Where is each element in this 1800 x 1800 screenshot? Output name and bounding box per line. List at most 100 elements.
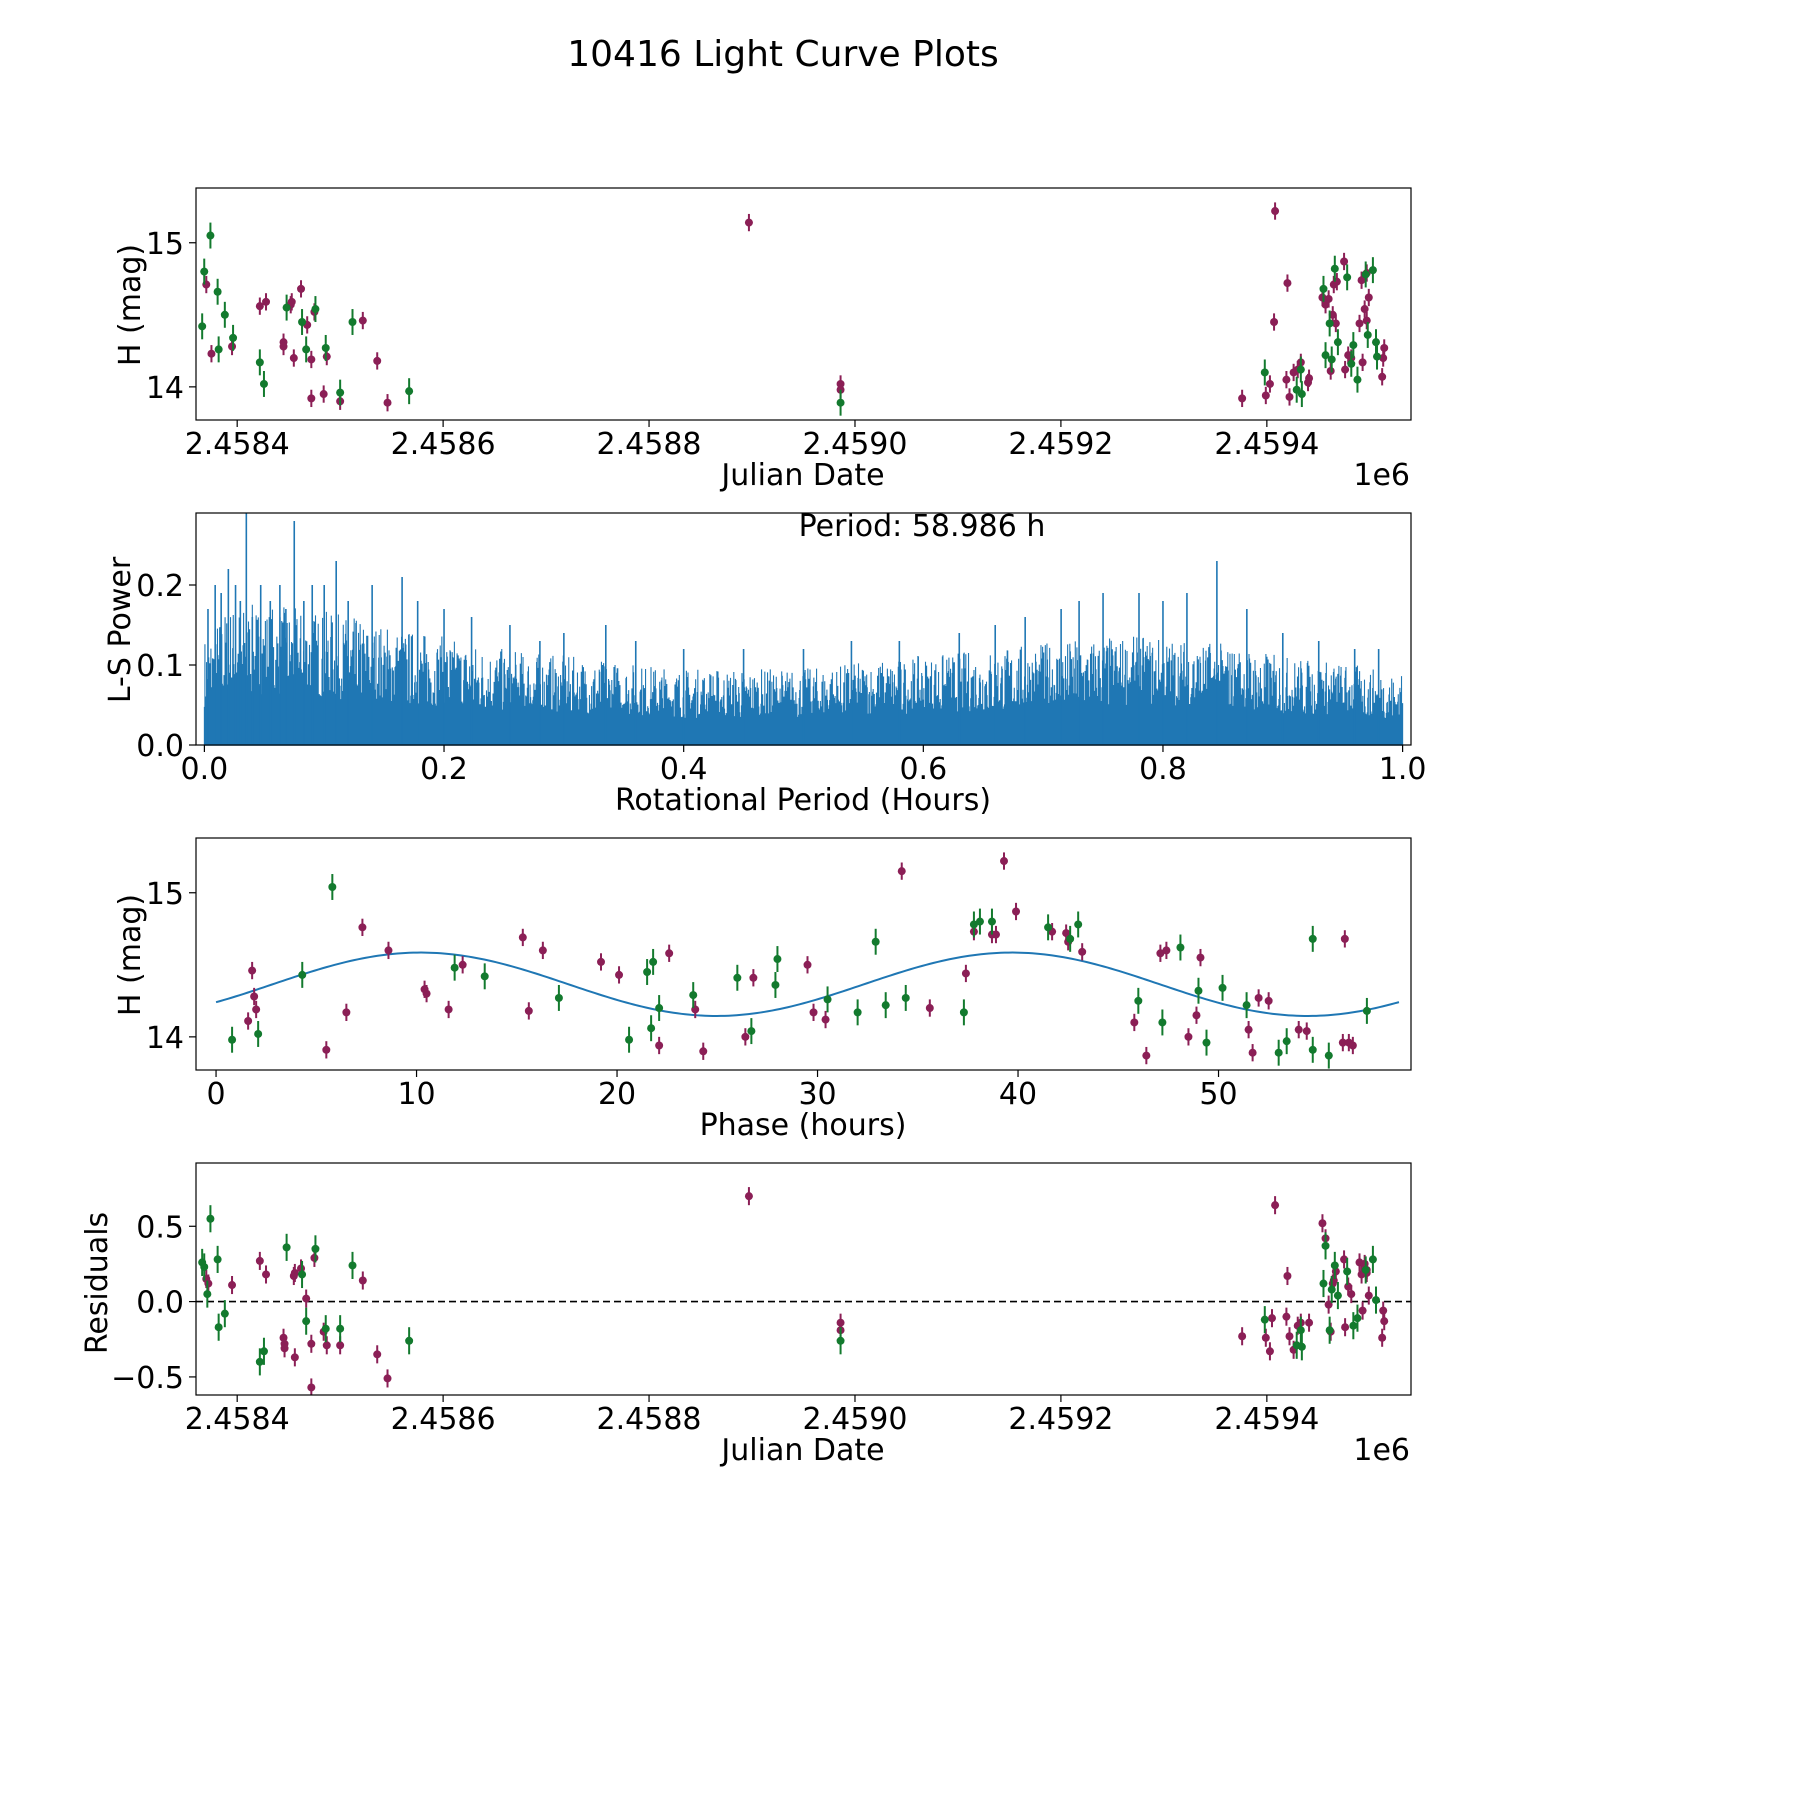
phased-point-green — [480, 972, 489, 981]
lightcurve-point-green — [348, 318, 357, 327]
lightcurve-point-magenta — [1340, 257, 1349, 266]
lightcurve-point-magenta — [279, 342, 288, 351]
phased-xlabel: Phase (hours) — [700, 1108, 907, 1143]
phased-point-magenta — [248, 966, 257, 975]
lightcurve-point-green — [405, 387, 414, 396]
phased-point-magenta — [821, 1015, 830, 1024]
phased-xtick-label: 20 — [598, 1077, 636, 1112]
lightcurve-point-green — [1373, 352, 1382, 361]
lightcurve-point-magenta — [1283, 279, 1292, 288]
phased-point-magenta — [250, 992, 259, 1001]
periodogram-xtick-label: 1.0 — [1379, 752, 1427, 787]
residuals-point-green — [1325, 1326, 1334, 1335]
phased-point-green — [1218, 983, 1227, 992]
lightcurve-point-green — [282, 303, 291, 312]
phased-xtick-label: 10 — [397, 1077, 435, 1112]
phased-point-magenta — [1012, 907, 1021, 916]
residuals-plot-area: 2.4584 2.4586 2.4588 2.4590 2.4592 2.4594 −0.5… — [111, 1162, 1412, 1437]
phased-fit-curve — [215, 951, 1400, 1017]
residuals-point-green — [1296, 1326, 1305, 1335]
residuals-point-green — [1260, 1315, 1269, 1324]
residuals-point-green — [1319, 1279, 1328, 1288]
residuals-point-magenta — [1380, 1317, 1389, 1326]
phased-point-magenta — [252, 1005, 261, 1014]
residuals-point-green — [255, 1357, 264, 1366]
lightcurve-point-magenta — [289, 354, 298, 363]
residuals-point-green — [1327, 1285, 1336, 1294]
phased-point-green — [823, 995, 832, 1004]
residuals-point-magenta — [1379, 1306, 1388, 1315]
phased-point-green — [1194, 986, 1203, 995]
residuals-xlabel: Julian Date — [719, 1433, 884, 1468]
lightcurve-point-magenta — [287, 297, 296, 306]
residuals-xtick-label: 2.4588 — [597, 1402, 702, 1437]
lightcurve-point-green — [259, 379, 268, 388]
periodogram-xtick-label: 0.8 — [1139, 752, 1187, 787]
phased-frame — [195, 837, 1412, 1071]
lightcurve-point-magenta — [262, 297, 271, 306]
phased-point-green — [1362, 1006, 1371, 1015]
phased-point-magenta — [1192, 1011, 1201, 1020]
lightcurve-ylabel: H (mag) — [113, 244, 148, 366]
phased-point-magenta — [699, 1047, 708, 1056]
phased-point-magenta — [384, 946, 393, 955]
phased-point-magenta — [1078, 947, 1087, 956]
residuals-point-magenta — [1324, 1300, 1333, 1309]
lightcurve-points — [198, 202, 1389, 416]
lightcurve-point-magenta — [1305, 374, 1314, 383]
phased-point-magenta — [991, 930, 1000, 939]
lightcurve-point-green — [1327, 355, 1336, 364]
lightcurve-point-magenta — [1358, 358, 1367, 367]
phased-point-magenta — [244, 1017, 253, 1026]
phased-point-green — [959, 1008, 968, 1017]
lightcurve-point-magenta — [1355, 319, 1364, 328]
lightcurve-xtick-label: 2.4588 — [597, 427, 702, 462]
phased-point-green — [254, 1029, 263, 1038]
phased-point-green — [625, 1035, 634, 1044]
residuals-point-green — [1368, 1255, 1377, 1264]
residuals-point-magenta — [290, 1353, 299, 1362]
phased-point-green — [1308, 934, 1317, 943]
lightcurve-point-green — [1330, 264, 1339, 273]
residuals-point-green — [302, 1317, 311, 1326]
periodogram-xtick-label: 0.2 — [420, 752, 468, 787]
phased-point-green — [733, 973, 742, 982]
phased-point-magenta — [524, 1006, 533, 1015]
lightcurve-point-green — [1361, 270, 1370, 279]
phased-point-green — [1308, 1045, 1317, 1054]
phased-point-magenta — [615, 970, 624, 979]
phased-point-green — [747, 1027, 756, 1036]
lightcurve-point-green — [298, 318, 307, 327]
residuals-point-green — [1361, 1265, 1370, 1274]
residuals-point-green — [282, 1243, 291, 1252]
residuals-point-magenta — [1265, 1347, 1274, 1356]
lightcurve-xtick-label: 2.4590 — [802, 427, 907, 462]
phased-point-magenta — [342, 1008, 351, 1017]
lightcurve-point-green — [1353, 375, 1362, 384]
residuals-point-green — [1349, 1321, 1358, 1330]
periodogram-ytick-label: 0.2 — [136, 569, 184, 604]
periodogram-xlabel: Rotational Period (Hours) — [615, 783, 991, 818]
residuals-point-magenta — [383, 1374, 392, 1383]
residuals-point-green — [348, 1261, 357, 1270]
residuals-point-green — [836, 1336, 845, 1345]
phased-point-green — [881, 1001, 890, 1010]
residuals-point-magenta — [255, 1256, 264, 1265]
phased-point-magenta — [1348, 1041, 1357, 1050]
lightcurve-point-magenta — [207, 349, 216, 358]
phased-point-magenta — [741, 1032, 750, 1041]
phased-point-magenta — [1130, 1018, 1139, 1027]
lightcurve-xtick-label: 2.4592 — [1008, 427, 1113, 462]
residuals-point-magenta — [322, 1341, 331, 1350]
residuals-point-magenta — [280, 1344, 289, 1353]
lightcurve-point-magenta — [1364, 293, 1373, 302]
phased-point-magenta — [655, 1041, 664, 1050]
lightcurve-point-magenta — [1282, 375, 1291, 384]
phased-point-magenta — [518, 933, 527, 942]
phased-point-green — [1176, 943, 1185, 952]
lightcurve-xtick-label: 2.4584 — [185, 427, 290, 462]
residuals-point-magenta — [358, 1276, 367, 1285]
residuals-point-green — [220, 1309, 229, 1318]
phased-point-magenta — [803, 960, 812, 969]
lightcurve-point-magenta — [307, 355, 316, 364]
